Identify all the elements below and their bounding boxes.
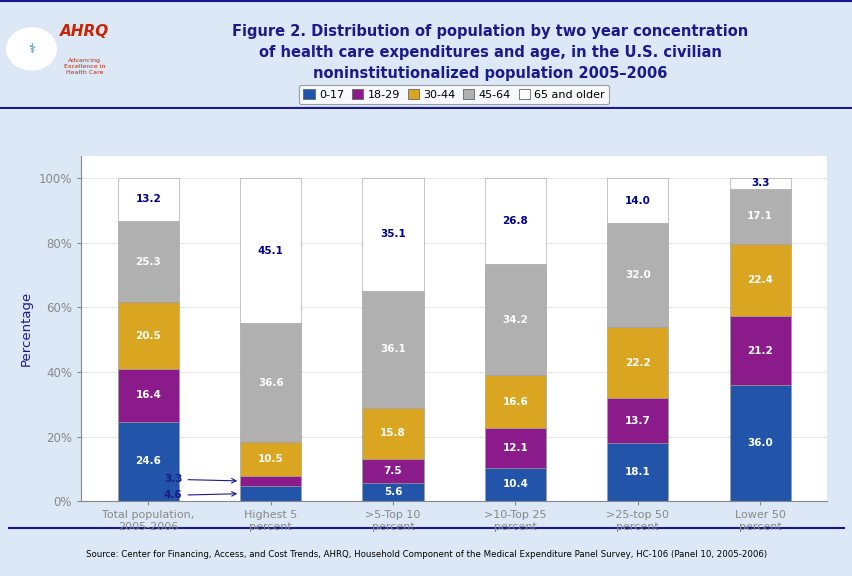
Bar xyxy=(239,486,301,501)
Text: 14.0: 14.0 xyxy=(624,196,650,206)
Bar xyxy=(362,178,423,291)
Text: 12.1: 12.1 xyxy=(502,443,527,453)
Bar xyxy=(362,291,423,408)
Bar xyxy=(607,399,668,443)
Text: 22.2: 22.2 xyxy=(625,358,650,367)
Bar xyxy=(239,178,301,324)
Bar xyxy=(484,375,545,429)
Text: 36.6: 36.6 xyxy=(257,378,283,388)
Text: 13.7: 13.7 xyxy=(624,415,650,426)
Bar xyxy=(728,385,790,501)
Text: 22.4: 22.4 xyxy=(746,275,772,285)
Text: 36.0: 36.0 xyxy=(746,438,772,448)
Text: 20.5: 20.5 xyxy=(135,331,161,340)
Text: 34.2: 34.2 xyxy=(502,314,527,325)
Text: 3.3: 3.3 xyxy=(750,179,769,188)
Text: 45.1: 45.1 xyxy=(257,245,284,256)
Circle shape xyxy=(7,28,56,70)
Text: 7.5: 7.5 xyxy=(383,466,402,476)
Text: 16.4: 16.4 xyxy=(135,390,161,400)
Text: 13.2: 13.2 xyxy=(135,195,161,204)
Text: 24.6: 24.6 xyxy=(135,456,161,467)
Bar xyxy=(728,178,790,189)
Bar xyxy=(239,476,301,486)
Bar xyxy=(118,221,179,302)
Text: 36.1: 36.1 xyxy=(380,344,406,354)
Bar xyxy=(118,178,179,221)
Bar xyxy=(728,244,790,316)
Text: 15.8: 15.8 xyxy=(380,429,406,438)
Text: 26.8: 26.8 xyxy=(502,216,527,226)
Text: 21.2: 21.2 xyxy=(746,346,772,355)
Bar xyxy=(239,324,301,442)
Bar xyxy=(484,468,545,501)
Bar xyxy=(118,422,179,501)
Bar xyxy=(484,429,545,468)
Bar xyxy=(607,443,668,501)
Bar xyxy=(607,327,668,399)
Text: 4.6: 4.6 xyxy=(164,490,236,501)
Text: Source: Center for Financing, Access, and Cost Trends, AHRQ, Household Component: Source: Center for Financing, Access, an… xyxy=(86,550,766,559)
Legend: 0-17, 18-29, 30-44, 45-64, 65 and older: 0-17, 18-29, 30-44, 45-64, 65 and older xyxy=(299,85,608,104)
Text: 10.4: 10.4 xyxy=(502,479,527,490)
Text: 16.6: 16.6 xyxy=(502,397,527,407)
Bar xyxy=(362,408,423,459)
Text: Advancing
Excellence in
Health Care: Advancing Excellence in Health Care xyxy=(64,58,106,75)
Bar xyxy=(362,483,423,501)
Bar xyxy=(118,369,179,422)
Text: 5.6: 5.6 xyxy=(383,487,402,497)
Text: 3.3: 3.3 xyxy=(164,474,236,484)
Bar xyxy=(362,459,423,483)
Text: 18.1: 18.1 xyxy=(625,467,650,477)
Text: AHRQ: AHRQ xyxy=(60,24,109,39)
Y-axis label: Percentage: Percentage xyxy=(20,291,33,366)
Bar xyxy=(607,178,668,223)
Bar xyxy=(118,302,179,369)
Text: 17.1: 17.1 xyxy=(746,211,772,221)
Text: 35.1: 35.1 xyxy=(380,229,406,240)
Text: Figure 2. Distribution of population by two year concentration
of health care ex: Figure 2. Distribution of population by … xyxy=(232,24,748,81)
Text: 25.3: 25.3 xyxy=(135,257,161,267)
Bar xyxy=(239,442,301,476)
Bar xyxy=(484,178,545,264)
Bar xyxy=(728,189,790,244)
Text: ⚕: ⚕ xyxy=(28,43,35,55)
Text: 32.0: 32.0 xyxy=(625,270,650,280)
Bar xyxy=(484,264,545,375)
Bar xyxy=(728,316,790,385)
Bar xyxy=(607,223,668,327)
Text: 10.5: 10.5 xyxy=(257,454,283,464)
